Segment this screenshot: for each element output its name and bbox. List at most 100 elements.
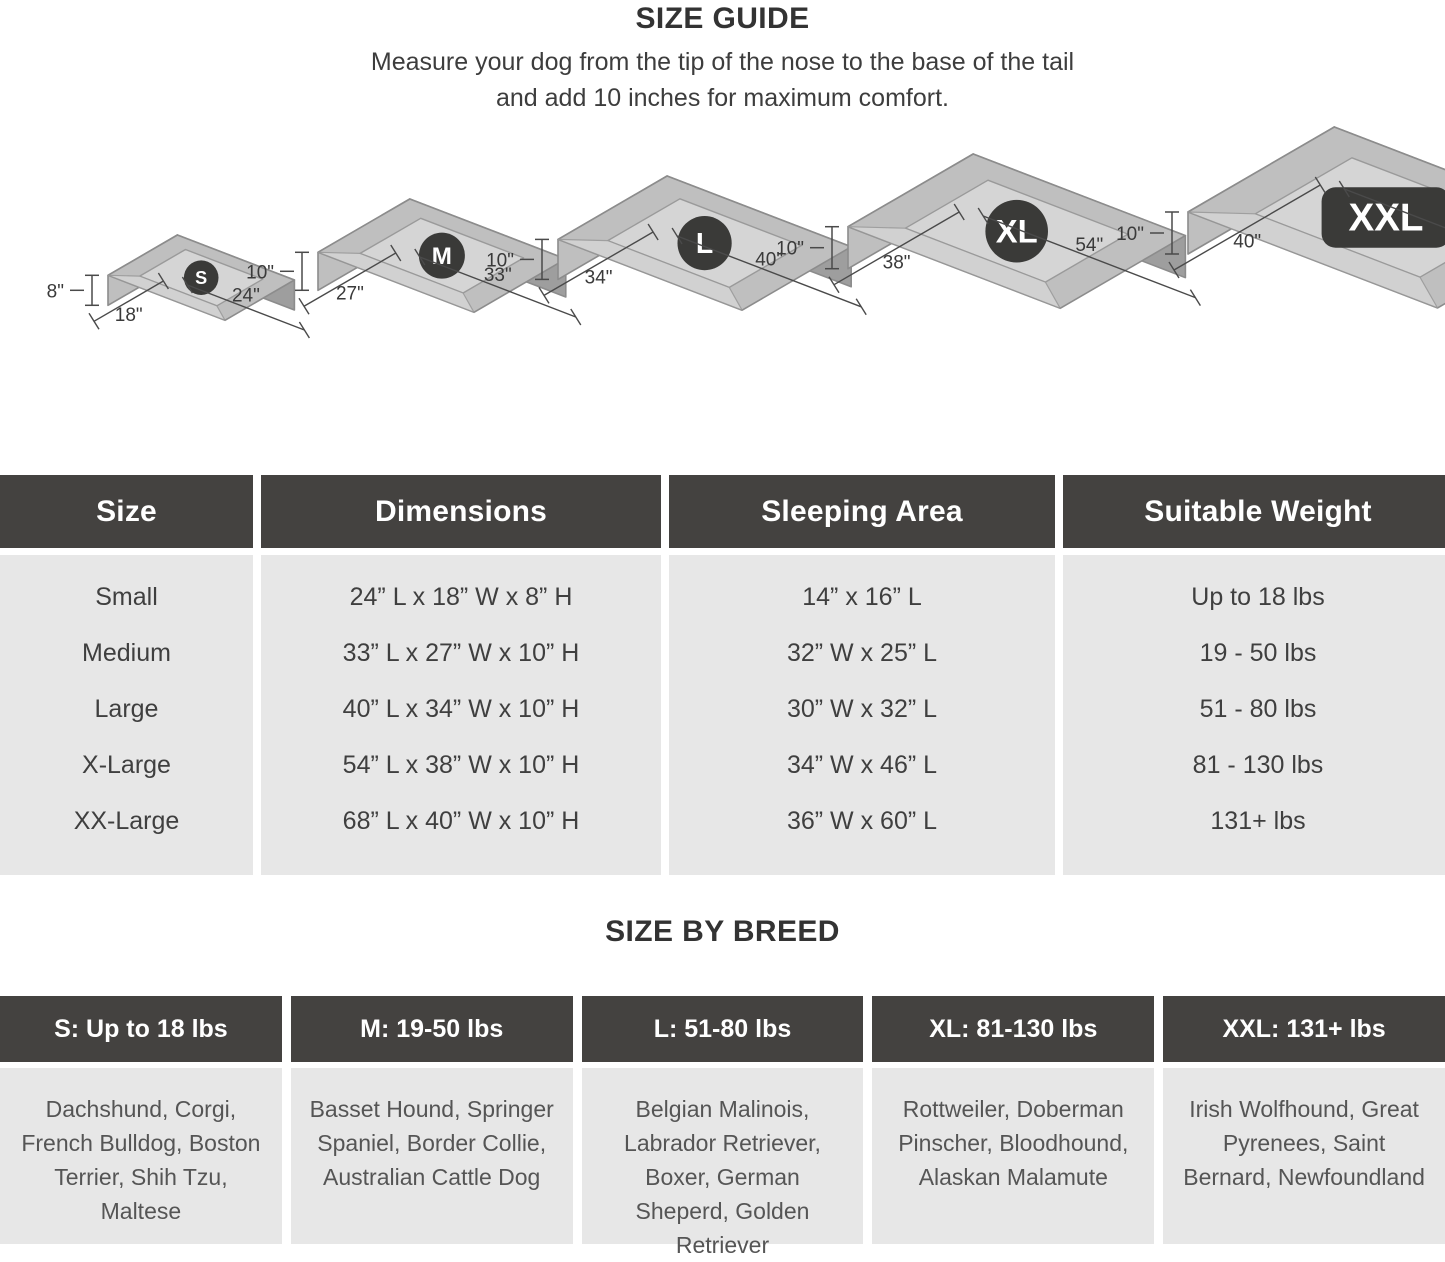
- bed-illustrations-row: S 8" 18" 24": [0, 126, 1445, 420]
- dimension-length: [1338, 180, 1445, 229]
- column-header-suitable-weight: Suitable Weight: [1063, 475, 1445, 548]
- page-subtitle: Measure your dog from the tip of the nos…: [273, 44, 1173, 116]
- bed-size-badge: [985, 199, 1048, 263]
- dimension-height: [280, 251, 310, 291]
- bed-bolster-back: [557, 238, 743, 311]
- spec-table-body: Small Medium Large X-Large XX-Large 24” …: [0, 555, 1445, 875]
- dimension-length-label: 40": [755, 249, 783, 270]
- table-row: Medium: [82, 639, 171, 667]
- bed-size-badge: [418, 232, 465, 279]
- dimension-height-label: 8": [47, 281, 64, 302]
- column-header-dimensions: Dimensions: [261, 475, 661, 548]
- breed-column-xl: XL: 81-130 lbs Rottweiler, Doberman Pins…: [872, 996, 1155, 1244]
- page-header: SIZE GUIDE Measure your dog from the tip…: [0, 0, 1445, 116]
- specification-table: Size Dimensions Sleeping Area Suitable W…: [0, 475, 1445, 875]
- bed-illustration-l: L 10" 34" 40": [468, 146, 891, 420]
- bed-size-badge-label: XL: [996, 212, 1038, 249]
- column-suitable-weight-values: Up to 18 lbs 19 - 50 lbs 51 - 80 lbs 81 …: [1063, 555, 1445, 875]
- breed-list-xxl: Irish Wolfhound, Great Pyrenees, Saint B…: [1163, 1068, 1445, 1244]
- table-row: Up to 18 lbs: [1191, 583, 1325, 611]
- breed-grid: S: Up to 18 lbs Dachshund, Corgi, French…: [0, 996, 1445, 1258]
- table-row: X-Large: [82, 751, 171, 779]
- bed-illustration-s: S 8" 18" 24": [18, 205, 334, 420]
- table-row: 54” L x 38” W x 10” H: [342, 751, 580, 779]
- breed-list-l: Belgian Malinois, Labrador Retriever, Bo…: [581, 1068, 864, 1258]
- table-row: 36” W x 60” L: [786, 807, 938, 835]
- page-title: SIZE GUIDE: [635, 2, 810, 35]
- bed-illustration-xxl: XXL 10" 40" 68": [1098, 97, 1445, 420]
- dimension-width: [1168, 176, 1326, 279]
- table-row: 51 - 80 lbs: [1199, 695, 1317, 723]
- dimension-height: [809, 225, 839, 270]
- dimension-height: [519, 238, 549, 280]
- breed-header-xxl: XXL: 131+ lbs: [1163, 996, 1445, 1062]
- breed-column-l: L: 51-80 lbs Belgian Malinois, Labrador …: [581, 996, 864, 1258]
- table-row: 40” L x 34” W x 10” H: [342, 695, 580, 723]
- breed-header-m: M: 19-50 lbs: [290, 996, 573, 1062]
- dimension-height-label: 10": [486, 250, 514, 271]
- dimension-width: [88, 272, 169, 330]
- spec-table-header-row: Size Dimensions Sleeping Area Suitable W…: [0, 475, 1445, 548]
- table-row: XX-Large: [73, 807, 180, 835]
- dimension-length-label: 24": [232, 285, 260, 306]
- dimension-width-label: 34": [585, 268, 613, 289]
- dimension-length: [671, 227, 867, 316]
- table-row: 19 - 50 lbs: [1199, 639, 1317, 667]
- bed-illustration-xl: XL 10" 38" 54": [758, 124, 1225, 420]
- breed-list-m: Basset Hound, Springer Spaniel, Border C…: [290, 1068, 573, 1244]
- bed-bolster-back: [847, 225, 1061, 309]
- dimension-width-label: 27": [336, 283, 364, 304]
- breed-header-s: S: Up to 18 lbs: [0, 996, 282, 1062]
- table-row: 14” x 16” L: [802, 583, 922, 611]
- dimension-height: [70, 274, 100, 306]
- dimension-length: [414, 248, 582, 326]
- breed-column-m: M: 19-50 lbs Basset Hound, Springer Span…: [290, 996, 573, 1244]
- breed-header-l: L: 51-80 lbs: [581, 996, 864, 1062]
- bed-bolster-back: [1187, 211, 1439, 309]
- dimension-width-label: 18": [115, 305, 143, 326]
- dimension-width: [538, 223, 659, 304]
- breed-list-xl: Rottweiler, Doberman Pinscher, Bloodhoun…: [872, 1068, 1155, 1244]
- bed-bolster-back: [107, 274, 226, 321]
- column-dimensions-values: 24” L x 18” W x 8” H 33” L x 27” W x 10”…: [261, 555, 661, 875]
- dimension-length: [977, 207, 1201, 306]
- table-row: Large: [94, 695, 159, 723]
- dimension-width: [298, 244, 402, 315]
- table-row: Small: [95, 583, 158, 611]
- dimension-height: [1149, 211, 1179, 255]
- table-row: 81 - 130 lbs: [1192, 751, 1324, 779]
- column-header-sleeping-area: Sleeping Area: [669, 475, 1055, 548]
- dimension-height-label: 10": [246, 262, 274, 283]
- bed-size-badge: [1321, 187, 1445, 248]
- bed-size-badge-label: XXL: [1348, 197, 1423, 240]
- table-row: 33” L x 27” W x 10” H: [342, 639, 580, 667]
- table-row: 34” W x 46” L: [786, 751, 938, 779]
- subtitle-line-1: Measure your dog from the tip of the nos…: [370, 48, 1075, 76]
- dimension-length: [181, 276, 310, 339]
- table-row: 68” L x 40” W x 10” H: [342, 807, 580, 835]
- breed-section-title: SIZE BY BREED: [605, 915, 840, 948]
- breed-column-s: S: Up to 18 lbs Dachshund, Corgi, French…: [0, 996, 282, 1244]
- table-row: 32” W x 25” L: [786, 639, 938, 667]
- breed-column-xxl: XXL: 131+ lbs Irish Wolfhound, Great Pyr…: [1163, 996, 1445, 1244]
- subtitle-line-2: and add 10 inches for maximum comfort.: [496, 84, 949, 112]
- breed-header-xl: XL: 81-130 lbs: [872, 996, 1155, 1062]
- column-size-values: Small Medium Large X-Large XX-Large: [0, 555, 253, 875]
- table-row: 131+ lbs: [1210, 807, 1306, 835]
- dimension-width-label: 38": [883, 252, 911, 273]
- dimension-height-label: 10": [776, 238, 804, 259]
- column-sleeping-area-values: 14” x 16” L 32” W x 25” L 30” W x 32” L …: [669, 555, 1055, 875]
- dimension-length-label: 33": [484, 265, 512, 286]
- dimension-length-label: 54": [1075, 234, 1103, 255]
- bed-illustration-m: M 10" 27" 33": [228, 169, 606, 420]
- dimension-height-label: 10": [1116, 224, 1144, 245]
- bed-size-badge: [677, 215, 732, 271]
- table-row: 24” L x 18” W x 8” H: [349, 583, 573, 611]
- bed-bolster-back: [317, 251, 475, 313]
- breed-list-s: Dachshund, Corgi, French Bulldog, Boston…: [0, 1068, 282, 1244]
- column-header-size: Size: [0, 475, 253, 548]
- dimension-width: [828, 203, 965, 293]
- bed-size-badge-label: S: [195, 268, 207, 288]
- bed-size-badge-label: L: [696, 228, 713, 260]
- dimension-width-label: 40": [1233, 232, 1261, 253]
